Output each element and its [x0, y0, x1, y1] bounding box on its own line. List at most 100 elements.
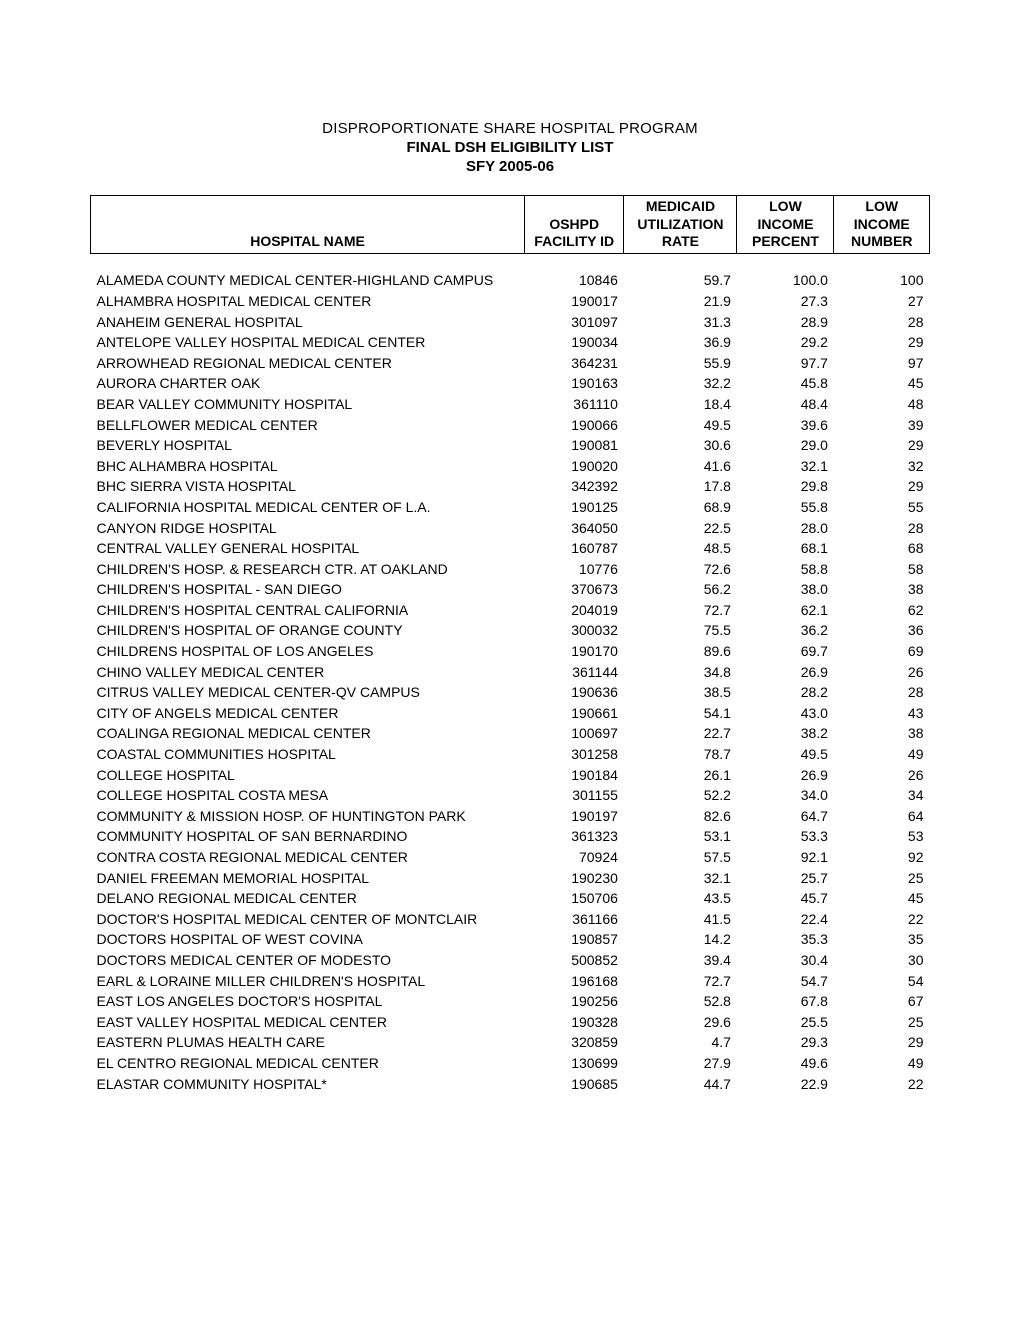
cell-number: 28 [834, 517, 930, 538]
cell-hospital-name: EL CENTRO REGIONAL MEDICAL CENTER [91, 1053, 525, 1074]
table-row: BHC SIERRA VISTA HOSPITAL34239217.829.82… [91, 476, 930, 497]
cell-percent: 29.2 [737, 332, 834, 353]
cell-facility-id: 190184 [525, 764, 624, 785]
cell-facility-id: 190230 [525, 867, 624, 888]
cell-rate: 72.7 [624, 970, 737, 991]
cell-percent: 25.5 [737, 1011, 834, 1032]
cell-facility-id: 190163 [525, 373, 624, 394]
cell-hospital-name: DANIEL FREEMAN MEMORIAL HOSPITAL [91, 867, 525, 888]
cell-percent: 25.7 [737, 867, 834, 888]
cell-hospital-name: COMMUNITY HOSPITAL OF SAN BERNARDINO [91, 826, 525, 847]
cell-percent: 30.4 [737, 950, 834, 971]
table-row: EARL & LORAINE MILLER CHILDREN'S HOSPITA… [91, 970, 930, 991]
cell-facility-id: 320859 [525, 1032, 624, 1053]
cell-rate: 82.6 [624, 806, 737, 827]
cell-rate: 22.7 [624, 723, 737, 744]
cell-rate: 78.7 [624, 744, 737, 765]
cell-facility-id: 190020 [525, 455, 624, 476]
cell-facility-id: 190857 [525, 929, 624, 950]
cell-percent: 55.8 [737, 497, 834, 518]
cell-percent: 100.0 [737, 270, 834, 291]
cell-number: 29 [834, 1032, 930, 1053]
table-row: COLLEGE HOSPITAL19018426.126.926 [91, 764, 930, 785]
cell-number: 38 [834, 579, 930, 600]
cell-hospital-name: EAST LOS ANGELES DOCTOR'S HOSPITAL [91, 991, 525, 1012]
cell-facility-id: 364231 [525, 352, 624, 373]
cell-facility-id: 301097 [525, 311, 624, 332]
table-row: EAST VALLEY HOSPITAL MEDICAL CENTER19032… [91, 1011, 930, 1032]
cell-number: 49 [834, 1053, 930, 1074]
cell-percent: 27.3 [737, 291, 834, 312]
page-header: DISPROPORTIONATE SHARE HOSPITAL PROGRAM … [90, 120, 930, 175]
cell-percent: 22.9 [737, 1073, 834, 1094]
table-row: DELANO REGIONAL MEDICAL CENTER15070643.5… [91, 888, 930, 909]
cell-facility-id: 190066 [525, 414, 624, 435]
cell-hospital-name: CONTRA COSTA REGIONAL MEDICAL CENTER [91, 847, 525, 868]
cell-number: 29 [834, 332, 930, 353]
cell-hospital-name: CALIFORNIA HOSPITAL MEDICAL CENTER OF L.… [91, 497, 525, 518]
cell-hospital-name: CHINO VALLEY MEDICAL CENTER [91, 661, 525, 682]
cell-hospital-name: DELANO REGIONAL MEDICAL CENTER [91, 888, 525, 909]
cell-facility-id: 190685 [525, 1073, 624, 1094]
cell-hospital-name: CHILDRENS HOSPITAL OF LOS ANGELES [91, 641, 525, 662]
cell-rate: 31.3 [624, 311, 737, 332]
cell-percent: 54.7 [737, 970, 834, 991]
table-body: ALAMEDA COUNTY MEDICAL CENTER-HIGHLAND C… [91, 253, 930, 1094]
cell-rate: 22.5 [624, 517, 737, 538]
cell-rate: 56.2 [624, 579, 737, 600]
cell-percent: 35.3 [737, 929, 834, 950]
cell-facility-id: 364050 [525, 517, 624, 538]
cell-number: 55 [834, 497, 930, 518]
cell-hospital-name: CHILDREN'S HOSPITAL - SAN DIEGO [91, 579, 525, 600]
cell-percent: 39.6 [737, 414, 834, 435]
cell-percent: 32.1 [737, 455, 834, 476]
cell-percent: 38.0 [737, 579, 834, 600]
table-row: COLLEGE HOSPITAL COSTA MESA30115552.234.… [91, 785, 930, 806]
cell-percent: 64.7 [737, 806, 834, 827]
table-row: COMMUNITY & MISSION HOSP. OF HUNTINGTON … [91, 806, 930, 827]
cell-hospital-name: BELLFLOWER MEDICAL CENTER [91, 414, 525, 435]
cell-percent: 68.1 [737, 538, 834, 559]
table-row: COMMUNITY HOSPITAL OF SAN BERNARDINO3613… [91, 826, 930, 847]
table-row: CONTRA COSTA REGIONAL MEDICAL CENTER7092… [91, 847, 930, 868]
cell-facility-id: 70924 [525, 847, 624, 868]
cell-rate: 26.1 [624, 764, 737, 785]
cell-number: 27 [834, 291, 930, 312]
cell-facility-id: 190328 [525, 1011, 624, 1032]
header-subtitle: SFY 2005-06 [90, 158, 930, 175]
col-medicaid-rate: MEDICAIDUTILIZATIONRATE [624, 196, 737, 254]
cell-hospital-name: ELASTAR COMMUNITY HOSPITAL* [91, 1073, 525, 1094]
cell-rate: 72.6 [624, 558, 737, 579]
cell-number: 62 [834, 600, 930, 621]
cell-number: 100 [834, 270, 930, 291]
cell-facility-id: 190170 [525, 641, 624, 662]
cell-hospital-name: COMMUNITY & MISSION HOSP. OF HUNTINGTON … [91, 806, 525, 827]
col-hospital-name: HOSPITAL NAME [91, 196, 525, 254]
cell-rate: 39.4 [624, 950, 737, 971]
cell-number: 92 [834, 847, 930, 868]
cell-percent: 62.1 [737, 600, 834, 621]
cell-number: 22 [834, 1073, 930, 1094]
table-row: CITRUS VALLEY MEDICAL CENTER-QV CAMPUS19… [91, 682, 930, 703]
cell-rate: 57.5 [624, 847, 737, 868]
cell-percent: 45.8 [737, 373, 834, 394]
table-row: EASTERN PLUMAS HEALTH CARE3208594.729.32… [91, 1032, 930, 1053]
cell-percent: 28.0 [737, 517, 834, 538]
cell-hospital-name: ALHAMBRA HOSPITAL MEDICAL CENTER [91, 291, 525, 312]
cell-percent: 69.7 [737, 641, 834, 662]
cell-facility-id: 10846 [525, 270, 624, 291]
col-low-income-percent: LOWINCOMEPERCENT [737, 196, 834, 254]
cell-rate: 32.1 [624, 867, 737, 888]
cell-percent: 38.2 [737, 723, 834, 744]
table-row: COALINGA REGIONAL MEDICAL CENTER10069722… [91, 723, 930, 744]
cell-rate: 68.9 [624, 497, 737, 518]
cell-number: 36 [834, 620, 930, 641]
cell-rate: 21.9 [624, 291, 737, 312]
cell-percent: 48.4 [737, 394, 834, 415]
cell-percent: 36.2 [737, 620, 834, 641]
cell-rate: 54.1 [624, 703, 737, 724]
cell-facility-id: 190125 [525, 497, 624, 518]
cell-number: 25 [834, 1011, 930, 1032]
cell-number: 45 [834, 888, 930, 909]
cell-facility-id: 196168 [525, 970, 624, 991]
